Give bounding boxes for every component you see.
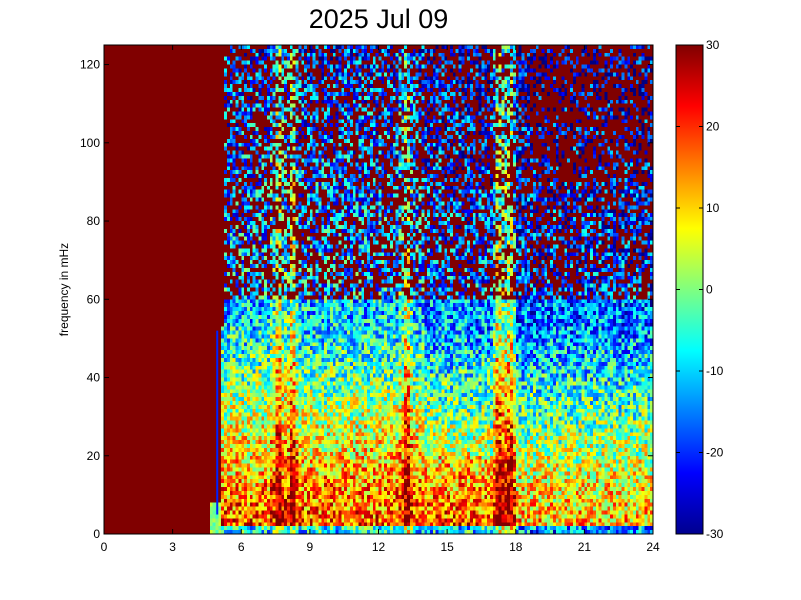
x-tick-label: 15 <box>440 540 454 554</box>
y-tick-label: 20 <box>87 449 101 463</box>
colorbar-tick-label: 20 <box>706 120 720 134</box>
y-tick-label: 100 <box>80 136 100 150</box>
colorbar-tick-label: -30 <box>706 527 724 541</box>
colorbar-tick-label: 30 <box>706 38 720 52</box>
y-tick-label: 80 <box>87 214 101 228</box>
y-tick-label: 120 <box>80 58 100 72</box>
colorbar-gradient <box>675 44 704 535</box>
x-axis: 0 3 6 9 12 15 18 21 24 <box>101 45 660 554</box>
x-tick-label: 9 <box>307 540 314 554</box>
y-axis: 0 20 40 60 80 100 120 <box>80 58 653 541</box>
colorbar-tick-label: 0 <box>706 283 713 297</box>
y-axis-label: frequency in mHz <box>57 243 71 336</box>
y-tick-label: 0 <box>93 527 100 541</box>
colorbar-tick-label: 10 <box>706 201 720 215</box>
y-tick-label: 40 <box>87 371 101 385</box>
x-tick-label: 3 <box>169 540 176 554</box>
x-tick-label: 0 <box>101 540 108 554</box>
x-tick-label: 12 <box>372 540 386 554</box>
x-tick-label: 21 <box>578 540 592 554</box>
x-tick-label: 24 <box>646 540 660 554</box>
x-tick-label: 18 <box>509 540 523 554</box>
colorbar-tick-label: -20 <box>706 446 724 460</box>
y-tick-label: 60 <box>87 292 101 306</box>
heatmap-image <box>104 45 653 534</box>
colorbar: 30 20 10 0 -10 -20 -30 <box>675 38 724 541</box>
colorbar-tick-label: -10 <box>706 364 724 378</box>
plot-area <box>104 45 653 534</box>
x-tick-label: 6 <box>238 540 245 554</box>
chart-title: 2025 Jul 09 <box>308 4 449 34</box>
